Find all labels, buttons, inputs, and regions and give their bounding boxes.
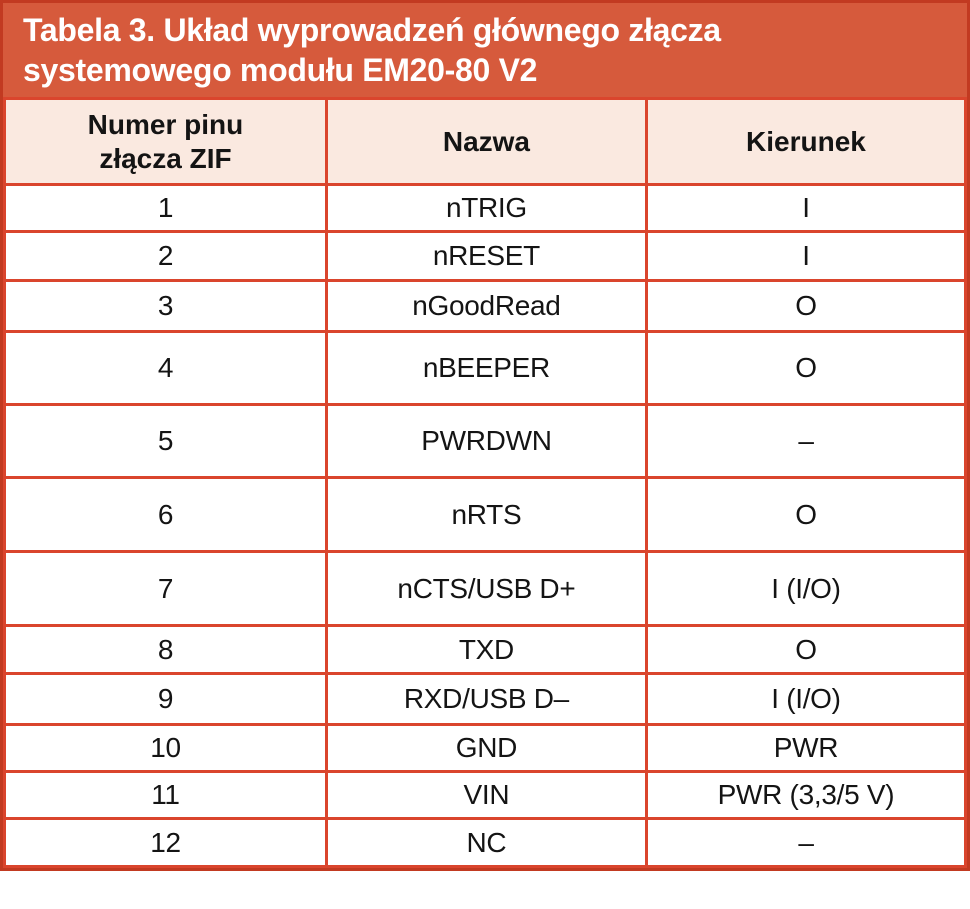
pin-cell: 6 xyxy=(3,476,328,553)
table-row: 10 GND PWR xyxy=(3,723,968,773)
pin-cell: 10 xyxy=(3,723,328,773)
col-header-direction: Kierunek xyxy=(644,97,968,186)
table-3-container: Tabela 3. Układ wyprowadzeń głównego złą… xyxy=(0,0,970,871)
pin-cell: 1 xyxy=(3,183,328,233)
name-cell: VIN xyxy=(324,770,648,820)
direction-cell: I (I/O) xyxy=(644,672,968,726)
direction-cell: – xyxy=(644,817,968,868)
direction-cell: O xyxy=(644,279,968,333)
name-cell: nTRIG xyxy=(324,183,648,233)
name-cell: PWRDWN xyxy=(324,403,648,479)
table-row: 8 TXD O xyxy=(3,624,968,675)
direction-cell: O xyxy=(644,330,968,406)
name-cell: TXD xyxy=(324,624,648,675)
table-row: 1 nTRIG I xyxy=(3,183,968,233)
direction-cell: I (I/O) xyxy=(644,550,968,627)
table-title: Tabela 3. Układ wyprowadzeń głównego złą… xyxy=(3,3,967,97)
pin-cell: 9 xyxy=(3,672,328,726)
name-cell: nRTS xyxy=(324,476,648,553)
name-cell: nRESET xyxy=(324,230,648,282)
pin-cell: 2 xyxy=(3,230,328,282)
pin-cell: 12 xyxy=(3,817,328,868)
table-row: 2 nRESET I xyxy=(3,230,968,282)
pin-cell: 11 xyxy=(3,770,328,820)
table-title-line1: Tabela 3. Układ wyprowadzeń głównego złą… xyxy=(23,12,721,48)
table-row: 7 nCTS/USB D+ I (I/O) xyxy=(3,550,968,627)
direction-cell: I xyxy=(644,183,968,233)
header-row: Numer pinu złącza ZIF Nazwa Kierunek xyxy=(3,97,968,186)
table-row: 4 nBEEPER O xyxy=(3,330,968,406)
col-header-pin-number: Numer pinu złącza ZIF xyxy=(3,97,328,186)
direction-cell: O xyxy=(644,476,968,553)
name-cell: nBEEPER xyxy=(324,330,648,406)
direction-cell: I xyxy=(644,230,968,282)
table-row: 3 nGoodRead O xyxy=(3,279,968,333)
name-cell: nCTS/USB D+ xyxy=(324,550,648,627)
pin-table: Numer pinu złącza ZIF Nazwa Kierunek 1 nT… xyxy=(3,97,968,868)
col-header-pin-number-line2: złącza ZIF xyxy=(99,142,232,174)
pin-cell: 8 xyxy=(3,624,328,675)
table-row: 9 RXD/USB D– I (I/O) xyxy=(3,672,968,726)
direction-cell: – xyxy=(644,403,968,479)
table-row: 12 NC – xyxy=(3,817,968,868)
name-cell: NC xyxy=(324,817,648,868)
col-header-name: Nazwa xyxy=(324,97,648,186)
pin-cell: 5 xyxy=(3,403,328,479)
pin-cell: 4 xyxy=(3,330,328,406)
table-row: 5 PWRDWN – xyxy=(3,403,968,479)
name-cell: RXD/USB D– xyxy=(324,672,648,726)
col-header-direction-label: Kierunek xyxy=(746,125,866,157)
direction-cell: O xyxy=(644,624,968,675)
col-header-pin-number-line1: Numer pinu xyxy=(87,108,244,140)
table-title-line2: systemowego modułu EM20-80 V2 xyxy=(23,52,538,88)
pin-cell: 7 xyxy=(3,550,328,627)
direction-cell: PWR (3,3/5 V) xyxy=(644,770,968,820)
direction-cell: PWR xyxy=(644,723,968,773)
col-header-name-label: Nazwa xyxy=(442,125,530,157)
name-cell: GND xyxy=(324,723,648,773)
table-row: 6 nRTS O xyxy=(3,476,968,553)
name-cell: nGoodRead xyxy=(324,279,648,333)
table-row: 11 VIN PWR (3,3/5 V) xyxy=(3,770,968,820)
pin-table-body: 1 nTRIG I 2 nRESET I 3 nGoodRead O 4 nBEEPER O 5 PWRD… xyxy=(3,183,968,868)
pin-cell: 3 xyxy=(3,279,328,333)
